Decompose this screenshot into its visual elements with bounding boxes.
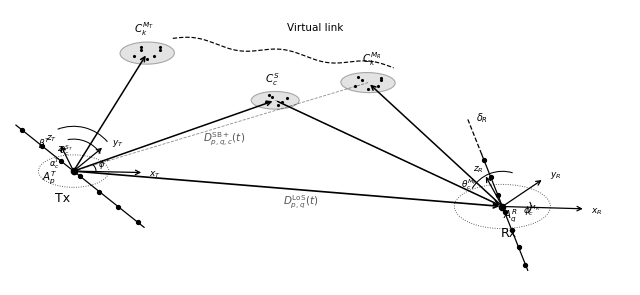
Text: $y_T$: $y_T$ [112, 137, 124, 149]
Text: $A_q^R$: $A_q^R$ [502, 207, 518, 225]
Text: $z_T$: $z_T$ [46, 134, 58, 144]
Text: $\phi_c^{M_R}$: $\phi_c^{M_R}$ [523, 204, 540, 218]
Ellipse shape [251, 91, 300, 109]
Text: $D_{p,q,c}^{\rm SB+}(t)$: $D_{p,q,c}^{\rm SB+}(t)$ [203, 130, 245, 148]
Text: $A_p^T$: $A_p^T$ [42, 169, 57, 186]
Text: Virtual link: Virtual link [287, 23, 344, 33]
Text: $\beta^T$: $\beta^T$ [38, 137, 51, 151]
Text: $C_c^{S}$: $C_c^{S}$ [265, 71, 279, 88]
Text: $\phi^*$: $\phi^*$ [98, 158, 110, 172]
Text: $y_R$: $y_R$ [550, 170, 562, 181]
Text: $\delta_R$: $\delta_R$ [476, 111, 488, 125]
Ellipse shape [120, 42, 174, 64]
Text: $\alpha_c^T$: $\alpha_c^T$ [49, 156, 61, 171]
Text: $C_k^{M_T}$: $C_k^{M_T}$ [134, 20, 154, 38]
Text: Tx: Tx [54, 192, 70, 205]
Ellipse shape [341, 73, 395, 93]
Text: $D_{p,q}^{\rm LoS}(t)$: $D_{p,q}^{\rm LoS}(t)$ [283, 194, 319, 211]
Text: Rx: Rx [500, 227, 517, 240]
Text: $x_R$: $x_R$ [591, 206, 602, 217]
Text: $\theta_c^{M_R}$: $\theta_c^{M_R}$ [461, 177, 477, 192]
Text: $z_R$: $z_R$ [473, 165, 483, 175]
Text: $C_k^{M_R}$: $C_k^{M_R}$ [362, 51, 381, 68]
Text: $x_T$: $x_T$ [149, 170, 161, 181]
Text: $\theta_c^{S_T}$: $\theta_c^{S_T}$ [59, 144, 73, 158]
Text: $z_T$: $z_T$ [57, 144, 67, 155]
